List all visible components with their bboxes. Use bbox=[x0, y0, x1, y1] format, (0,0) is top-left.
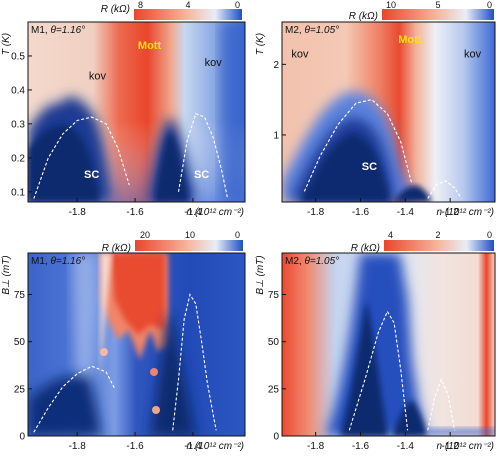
y-axis-label: B⊥ (mT) bbox=[255, 255, 266, 294]
heatmap-b bbox=[282, 22, 495, 202]
x-tick-label: -1.6 bbox=[126, 207, 144, 218]
panel-label: M2, θ=1.05° bbox=[285, 25, 339, 36]
overlay-marks: M1, θ=1.16°-1.8 -1.6 -1.4n (10¹² cm⁻²)0.10… bbox=[1, 25, 494, 452]
panel-m1-field bbox=[27, 252, 246, 437]
y-tick-label: 1 bbox=[273, 130, 279, 141]
x-tick-label: -1.6 bbox=[352, 441, 370, 452]
x-tick-label: -1.6 bbox=[126, 441, 144, 452]
x-tick-label: -1.4 bbox=[397, 441, 415, 452]
svg-text:0: 0 bbox=[235, 230, 240, 240]
y-tick-label: 25 bbox=[14, 384, 26, 395]
region-label: kov bbox=[89, 71, 107, 83]
y-tick-label: 0.3 bbox=[11, 119, 25, 130]
y-tick-label: 75 bbox=[14, 290, 26, 301]
region-label: kov bbox=[291, 48, 309, 60]
x-axis-label: n (10¹² cm⁻²) bbox=[437, 207, 495, 218]
svg-text:5: 5 bbox=[435, 0, 440, 10]
svg-text:10: 10 bbox=[185, 230, 195, 240]
y-tick-label: 25 bbox=[268, 384, 280, 395]
sc-boundary bbox=[427, 377, 456, 431]
y-axis-label: T (K) bbox=[1, 33, 12, 55]
sc-boundary bbox=[303, 98, 413, 192]
region-label: Mott bbox=[398, 34, 422, 46]
svg-text:R (kΩ): R (kΩ) bbox=[349, 11, 378, 22]
y-tick-label: 2 bbox=[273, 60, 279, 71]
region-label: kov bbox=[464, 48, 482, 60]
region-label: SC bbox=[84, 169, 99, 181]
x-tick-label: -1.8 bbox=[69, 207, 87, 218]
y-tick-label: 0.4 bbox=[11, 85, 25, 96]
x-tick-label: -1.4 bbox=[184, 207, 202, 218]
svg-text:R (kΩ): R (kΩ) bbox=[351, 243, 380, 254]
panel-m2-temperature bbox=[281, 21, 496, 203]
sc-boundary bbox=[177, 112, 229, 199]
y-axis-label: B⊥ (mT) bbox=[1, 255, 12, 294]
x-tick-label: -1.4 bbox=[184, 441, 202, 452]
colorbar-a: R (kΩ) 8 4 0 bbox=[101, 0, 242, 20]
x-tick-label: -1.6 bbox=[352, 207, 370, 218]
region-label: kov bbox=[205, 57, 223, 69]
sc-boundary bbox=[33, 365, 116, 433]
svg-text:R (kΩ): R (kΩ) bbox=[101, 4, 130, 15]
svg-text:8: 8 bbox=[138, 0, 143, 10]
svg-text:0: 0 bbox=[235, 0, 240, 10]
sc-boundary bbox=[33, 116, 130, 199]
x-tick-label: -1.2 bbox=[442, 207, 460, 218]
panel-label: M1, θ=1.16° bbox=[31, 25, 85, 36]
y-axis-label: T (K) bbox=[255, 33, 266, 55]
svg-text:0: 0 bbox=[487, 0, 492, 10]
svg-text:10: 10 bbox=[386, 0, 396, 10]
x-tick-label: -1.8 bbox=[307, 441, 325, 452]
region-label: SC bbox=[194, 169, 209, 181]
x-tick-label: -1.2 bbox=[442, 441, 460, 452]
y-tick-label: 50 bbox=[14, 337, 26, 348]
colorbar-c: R (kΩ) 20 10 0 bbox=[102, 230, 243, 254]
svg-text:R (kΩ): R (kΩ) bbox=[102, 243, 131, 254]
y-tick-label: 75 bbox=[268, 290, 280, 301]
x-axis-label: n (10¹² cm⁻²) bbox=[187, 207, 245, 218]
y-tick-label: 0.2 bbox=[11, 153, 25, 164]
x-tick-label: -1.4 bbox=[397, 207, 415, 218]
y-tick-label: 0.5 bbox=[11, 51, 25, 62]
x-axis-label: n (10¹² cm⁻²) bbox=[187, 441, 245, 452]
svg-text:4: 4 bbox=[185, 0, 190, 10]
svg-text:0: 0 bbox=[487, 230, 492, 240]
sc-boundary bbox=[172, 293, 217, 431]
y-tick-label: 0 bbox=[273, 432, 279, 443]
x-tick-label: -1.8 bbox=[307, 207, 325, 218]
sc-boundary bbox=[427, 180, 462, 199]
region-label: Mott bbox=[138, 40, 162, 52]
colorbar-d: R (kΩ) 4 2 0 bbox=[351, 230, 494, 254]
colorbar-b: R (kΩ) 10 5 0 bbox=[349, 0, 494, 22]
heatmap-a bbox=[28, 22, 245, 202]
svg-text:4: 4 bbox=[388, 230, 393, 240]
panel-m1-temperature bbox=[27, 21, 246, 203]
svg-text:2: 2 bbox=[435, 230, 440, 240]
panel-label: M2, θ=1.05° bbox=[285, 256, 339, 267]
y-tick-label: 50 bbox=[268, 337, 280, 348]
y-tick-label: 0 bbox=[19, 432, 25, 443]
x-tick-label: -1.8 bbox=[69, 441, 87, 452]
heatmap-d bbox=[282, 253, 495, 436]
heatmap-c bbox=[28, 253, 245, 436]
region-label: SC bbox=[362, 161, 377, 173]
panel-m2-field bbox=[281, 252, 496, 437]
y-tick-label: 0.1 bbox=[11, 187, 25, 198]
panel-label: M1, θ=1.16° bbox=[31, 256, 85, 267]
svg-text:20: 20 bbox=[140, 230, 150, 240]
sc-boundary bbox=[348, 310, 409, 431]
x-axis-label: n (10¹² cm⁻²) bbox=[437, 441, 495, 452]
